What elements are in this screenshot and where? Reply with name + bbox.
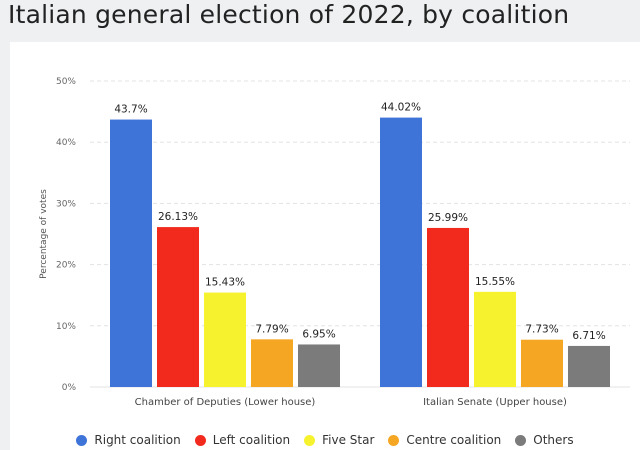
- data-label: 6.71%: [572, 330, 605, 342]
- legend-swatch-icon: [76, 434, 88, 446]
- bar: [298, 344, 340, 387]
- legend-swatch-icon: [194, 434, 206, 446]
- legend-item[interactable]: Right coalition: [76, 433, 181, 447]
- data-label: 26.13%: [158, 211, 198, 223]
- legend-label: Centre coalition: [406, 433, 502, 447]
- y-tick-label: 0%: [62, 383, 77, 393]
- legend-swatch-icon: [304, 434, 316, 446]
- data-label: 6.95%: [302, 328, 335, 340]
- x-tick-label: Chamber of Deputies (Lower house): [135, 397, 316, 408]
- legend-label: Five Star: [322, 433, 375, 447]
- legend-item[interactable]: Centre coalition: [388, 433, 501, 447]
- data-label: 43.7%: [114, 104, 147, 116]
- data-label: 15.55%: [475, 276, 515, 288]
- legend-item[interactable]: Left coalition: [194, 433, 291, 447]
- bar: [251, 339, 293, 387]
- y-tick-label: 10%: [56, 322, 76, 332]
- bar: [204, 292, 246, 387]
- bar-chart: 0% 10% 20% 30% 40% 50% Percentage of votes 43.7…: [39, 77, 630, 408]
- legend-label: Others: [533, 433, 574, 447]
- bar: [474, 291, 516, 387]
- data-label: 25.99%: [428, 212, 468, 224]
- legend-swatch-icon: [515, 434, 527, 446]
- y-axis-label: Percentage of votes: [39, 189, 49, 279]
- data-label: 44.02%: [381, 102, 421, 114]
- y-tick-label: 40%: [56, 138, 76, 148]
- legend-item[interactable]: Others: [515, 433, 574, 447]
- bar: [157, 227, 199, 387]
- data-label: 7.73%: [525, 324, 558, 336]
- bar: [568, 345, 610, 387]
- chart-title: Italian general election of 2022, by coa…: [8, 0, 570, 29]
- y-tick-label: 50%: [56, 77, 76, 87]
- bar: [521, 339, 563, 387]
- data-label: 7.79%: [255, 323, 288, 335]
- legend-label: Right coalition: [94, 433, 181, 447]
- bar: [427, 227, 469, 387]
- bar: [380, 117, 422, 388]
- chart-card: 0% 10% 20% 30% 40% 50% Percentage of votes 43.7…: [10, 42, 640, 450]
- legend-item[interactable]: Five Star: [304, 433, 374, 447]
- legend-swatch-icon: [388, 434, 400, 446]
- bar: [110, 119, 152, 387]
- legend-label: Left coalition: [212, 433, 291, 447]
- y-tick-label: 30%: [56, 199, 76, 209]
- y-tick-label: 20%: [56, 261, 76, 271]
- data-label: 15.43%: [205, 277, 245, 289]
- x-tick-label: Italian Senate (Upper house): [423, 397, 567, 408]
- chart-legend: Right coalition Left coalition Five Star Ce…: [10, 430, 640, 450]
